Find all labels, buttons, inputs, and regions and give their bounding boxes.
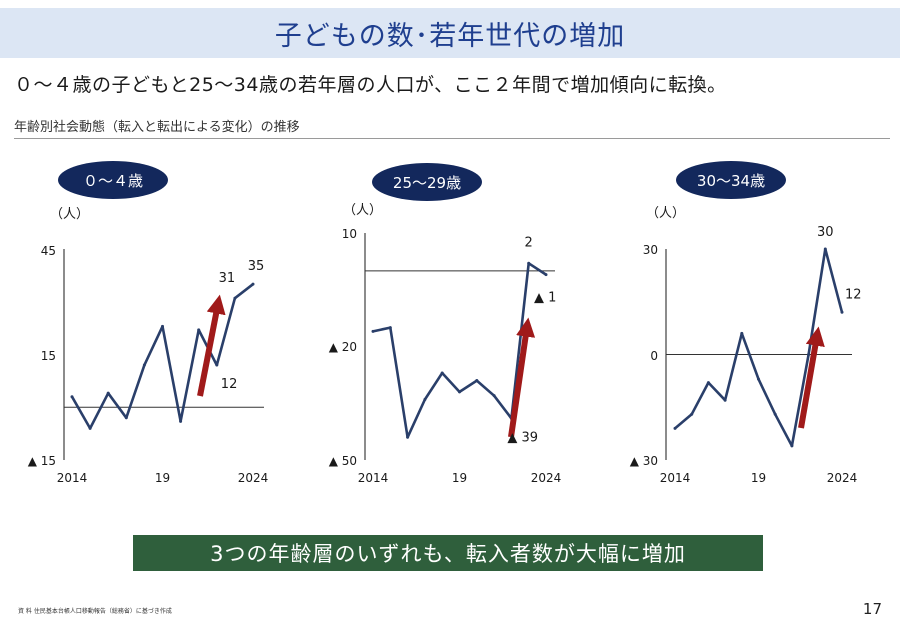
section-divider xyxy=(14,138,890,139)
age-25-29-x-tick-label: 19 xyxy=(452,471,467,485)
age-30-34-data-point xyxy=(757,377,760,381)
age-25-29-data-label: 2 xyxy=(525,235,533,250)
age-30-34-x-tick-label: 19 xyxy=(751,471,766,485)
age-0-4-data-point xyxy=(251,282,255,286)
age-30-34-chart-title: 30～34歳 xyxy=(697,172,765,190)
age-25-29-y-tick-label: ▲ 20 xyxy=(329,340,357,354)
age-25-29-data-point xyxy=(492,394,496,398)
age-25-29-data-label: ▲ 1 xyxy=(534,291,556,306)
age-30-34-trend-arrow xyxy=(798,326,825,429)
age-0-4-data-point xyxy=(142,363,146,367)
age-25-29-data-point xyxy=(527,261,531,265)
age-25-29-title-pill xyxy=(372,163,482,201)
age-25-29-data-point xyxy=(406,435,410,439)
age-0-4-data-label: 35 xyxy=(248,259,265,274)
age-30-34-x-tick-label: 2024 xyxy=(827,471,858,485)
age-0-4-x-tick-label: 2024 xyxy=(238,471,269,485)
age-30-34-data-label: 30 xyxy=(817,225,834,240)
age-0-4-chart-title: ０～４歳 xyxy=(83,172,143,190)
age-25-29-data-point xyxy=(423,397,427,401)
age-25-29-data-point xyxy=(475,379,479,383)
age-30-34-data-point xyxy=(706,381,710,385)
age-30-34-data-point xyxy=(690,412,694,416)
subtitle: ０～４歳の子どもと25～34歳の若年層の人口が、ここ２年間で増加傾向に転換。 xyxy=(14,74,727,96)
age-0-4-data-point xyxy=(233,296,237,300)
age-30-34-data-point xyxy=(773,412,777,416)
age-25-29-data-point xyxy=(458,390,461,394)
age-30-34-y-tick-label: ▲ 30 xyxy=(630,454,658,468)
age-0-4-data-label: 12 xyxy=(221,377,238,392)
title-band: 子どもの数･若年世代の増加 xyxy=(0,8,900,58)
age-30-34-data-point xyxy=(807,353,811,356)
age-0-4-data-point xyxy=(88,426,92,430)
age-25-29-data-point xyxy=(440,371,444,375)
age-0-4-data-point xyxy=(106,391,110,395)
age-0-4-x-tick-label: 19 xyxy=(155,471,170,485)
age-25-29-data-point xyxy=(388,326,392,330)
age-25-29-data-label: ▲ 39 xyxy=(507,430,538,445)
age-0-4-y-tick-label: ▲ 15 xyxy=(28,454,56,468)
age-25-29-data-point xyxy=(371,329,375,333)
page-title: 子どもの数･若年世代の増加 xyxy=(274,20,626,52)
age-0-4-y-unit: （人） xyxy=(50,207,89,222)
age-25-29-y-unit: （人） xyxy=(343,203,382,218)
age-0-4-data-point xyxy=(197,328,201,332)
age-25-29-y-tick-label: 10 xyxy=(342,227,357,241)
age-30-34-title-pill xyxy=(676,161,786,199)
age-30-34-data-point xyxy=(790,444,794,448)
age-25-29-x-tick-label: 2014 xyxy=(358,471,389,485)
age-30-34-y-tick-label: 0 xyxy=(650,349,658,363)
age-30-34-data-point xyxy=(840,310,844,314)
age-25-29-y-tick-label: ▲ 50 xyxy=(329,454,357,468)
age-0-4-trend-arrow xyxy=(197,294,226,397)
age-0-4-data-label: 31 xyxy=(219,271,236,286)
age-0-4-data-point xyxy=(161,324,164,328)
age-30-34-data-point xyxy=(740,331,744,335)
conclusion-banner: 3つの年齢層のいずれも、転入者数が大幅に増加 xyxy=(133,535,763,571)
age-25-29-x-tick-label: 2024 xyxy=(531,471,562,485)
age-25-29-data-point xyxy=(544,273,548,277)
age-0-4-data-point xyxy=(70,395,74,399)
age-0-4-data-point xyxy=(215,363,219,367)
age-0-4-y-tick-label: 15 xyxy=(41,349,56,363)
section-label: 年齢別社会動態（転入と転出による変化）の推移 xyxy=(14,120,300,135)
age-30-34-data-point xyxy=(823,247,827,251)
age-25-29-trend-arrow xyxy=(508,317,536,438)
age-30-34-y-unit: （人） xyxy=(646,206,685,221)
age-30-34-y-tick-label: 30 xyxy=(643,243,658,257)
age-30-34-data-point xyxy=(673,426,677,430)
source-note: 資 料 住民基本台帳人口移動報告（総務省）に基づき作成 xyxy=(18,608,172,615)
page-number: 17 xyxy=(862,600,882,618)
age-30-34-data-point xyxy=(723,398,727,402)
age-0-4-data-point xyxy=(124,416,128,420)
age-0-4-y-tick-label: 45 xyxy=(41,244,56,258)
age-0-4-data-point xyxy=(179,419,183,423)
age-30-34-x-tick-label: 2014 xyxy=(660,471,691,485)
age-0-4-title-pill xyxy=(58,161,168,199)
age-25-29-chart-title: 25～29歳 xyxy=(393,174,461,192)
age-25-29-series-line xyxy=(372,261,547,439)
age-0-4-x-tick-label: 2014 xyxy=(57,471,88,485)
age-30-34-data-label: 12 xyxy=(845,287,862,302)
